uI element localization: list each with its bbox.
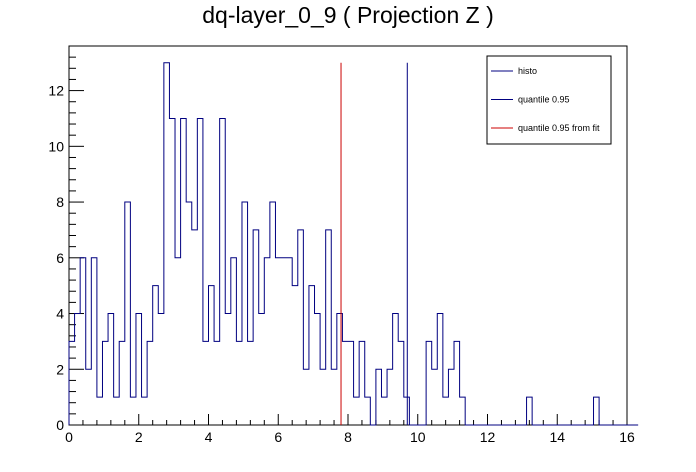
legend-entry-quantile-fit-label: quantile 0.95 from fit	[518, 123, 600, 133]
legend: histo quantile 0.95 quantile 0.95 from fit	[486, 55, 612, 145]
minor-ticks	[69, 45, 614, 425]
y-tick-label: 6	[56, 250, 64, 266]
y-tick-label: 12	[48, 83, 64, 99]
y-tick-label: 4	[56, 306, 64, 322]
x-tick-label: 14	[549, 429, 565, 445]
legend-entry-quantile-label: quantile 0.95	[518, 95, 570, 105]
y-tick-label: 2	[56, 361, 64, 377]
chart-title: dq-layer_0_9 ( Projection Z )	[202, 2, 494, 28]
x-tick-label: 12	[480, 429, 496, 445]
histogram-step-line	[68, 62, 639, 426]
x-tick-label: 8	[344, 429, 352, 445]
tick-labels: 0 2 4 6 8 10 12 14 16 0 2 4 6 8 10 12	[48, 83, 635, 445]
x-tick-label: 6	[274, 429, 282, 445]
y-tick-label: 10	[48, 138, 64, 154]
x-tick-label: 16	[619, 429, 635, 445]
legend-entry-histo-label: histo	[518, 66, 537, 76]
quantile-lines	[340, 62, 408, 425]
y-tick-label: 0	[56, 417, 64, 433]
histogram-series	[68, 62, 639, 426]
y-tick-label: 8	[56, 194, 64, 210]
x-tick-label: 2	[135, 429, 143, 445]
x-tick-label: 0	[65, 429, 73, 445]
x-tick-label: 10	[410, 429, 426, 445]
x-tick-label: 4	[205, 429, 213, 445]
